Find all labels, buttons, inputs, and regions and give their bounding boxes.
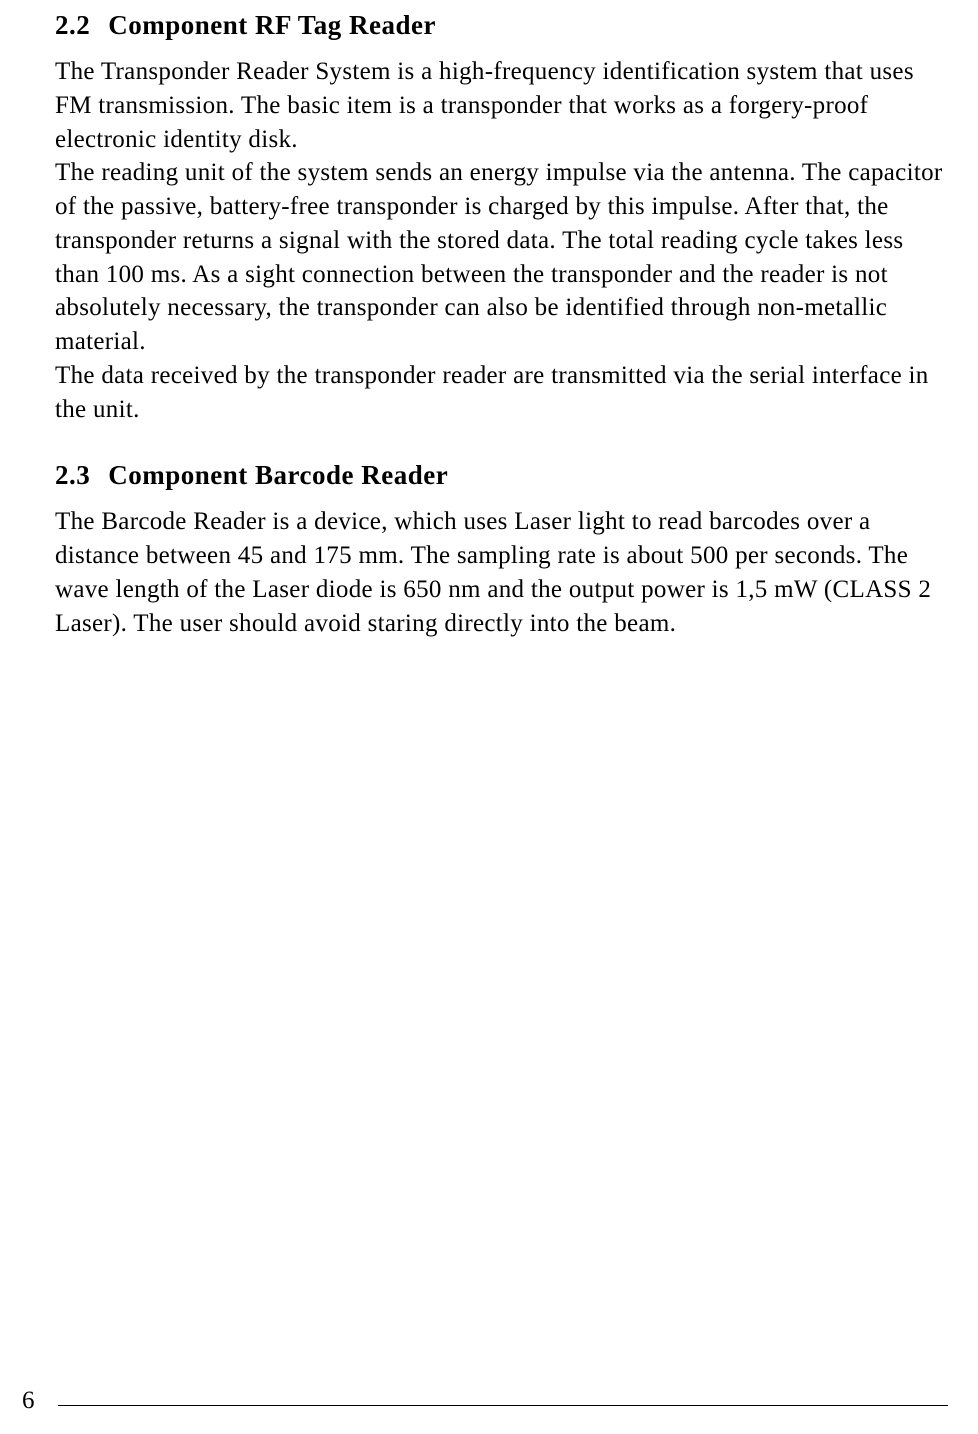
paragraph: The Transponder Reader System is a high-… [55,55,948,156]
section-heading-2-2: 2.2 Component RF Tag Reader [55,10,948,41]
paragraph: The Barcode Reader is a device, which us… [55,505,948,640]
section-title: Component RF Tag Reader [108,10,436,40]
section-number: 2.3 [55,460,90,491]
paragraph: The data received by the transponder rea… [55,359,948,427]
footer-divider [58,1405,948,1406]
section-heading-2-3: 2.3 Component Barcode Reader [55,460,948,491]
section-title: Component Barcode Reader [108,460,448,490]
section-2-2: 2.2 Component RF Tag Reader The Transpond… [55,10,948,426]
paragraph-block: The Barcode Reader is a device, which us… [55,505,948,640]
paragraph: The reading unit of the system sends an … [55,156,948,359]
paragraph-block: The Transponder Reader System is a high-… [55,55,948,426]
section-2-3: 2.3 Component Barcode Reader The Barcode … [55,460,948,640]
page-number: 6 [22,1387,35,1415]
section-number: 2.2 [55,10,90,41]
page-footer: 6 [22,1405,948,1406]
